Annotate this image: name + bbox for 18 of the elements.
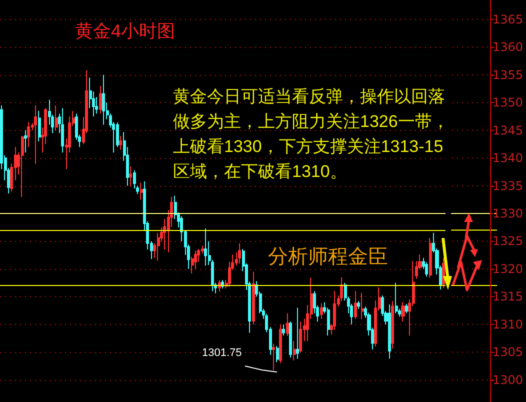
y-tick-label: 1345: [492, 123, 524, 138]
text: 黄金4小时图: [75, 21, 176, 41]
y-tick-label: 1315: [492, 290, 524, 304]
y-tick-label: 1330: [492, 206, 524, 220]
y-tick-label: 1355: [492, 68, 524, 82]
annotation: 黄金今日可适当看反弹，操作以回落做多为主，上方阻力关注1326一带，上破看1330，下方支撑关注1313-15区域，在下破看1310。: [173, 87, 449, 181]
annotation: 分析师程金臣: [268, 246, 388, 268]
y-tick-label: 1325: [492, 234, 524, 248]
y-tick-label: 1365: [492, 12, 524, 26]
y-tick-label: 1350: [492, 96, 524, 110]
y-tick-label: 1310: [492, 317, 524, 332]
y-tick-label: 1360: [492, 40, 524, 54]
y-tick-label: 1305: [492, 345, 524, 360]
annotation: 1301.75: [202, 347, 242, 359]
y-tick-label: 1335: [492, 178, 524, 193]
y-tick-label: 1340: [492, 151, 524, 166]
y-tick-label: 1320: [492, 262, 524, 276]
y-tick-label: 1300: [492, 372, 524, 387]
